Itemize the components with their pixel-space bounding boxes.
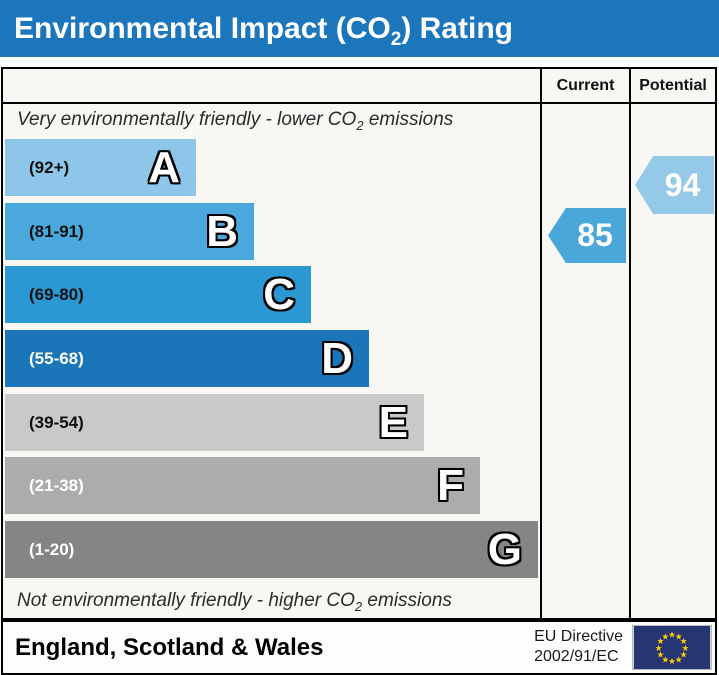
eu-flag-icon: ★ ★ ★ ★ ★ ★ ★ ★ ★ ★ ★ ★ <box>632 625 712 670</box>
current-rating-pointer: 85 <box>548 208 626 263</box>
band-row-d: (55-68) D <box>5 330 369 387</box>
band-f-range: (21-38) <box>29 476 84 495</box>
band-c-range: (69-80) <box>29 285 84 304</box>
band-b-letter: B <box>206 207 238 256</box>
svg-text:★: ★ <box>680 637 688 647</box>
svg-text:★: ★ <box>682 644 690 654</box>
band-b-range: (81-91) <box>29 222 84 241</box>
band-f-letter: F <box>437 461 464 510</box>
scale-note-bottom-suffix: emissions <box>362 590 452 611</box>
region-label: England, Scotland & Wales <box>15 634 324 661</box>
band-e-range: (39-54) <box>29 413 84 432</box>
band-row-a: (92+) A <box>5 139 196 196</box>
title-subscript: 2 <box>390 29 402 50</box>
scale-note-bottom: Not environmentally friendly - higher CO… <box>17 590 452 614</box>
band-row-f: (21-38) F <box>5 457 480 514</box>
title-suffix: ) Rating <box>401 12 513 45</box>
band-row-e: (39-54) E <box>5 394 424 451</box>
band-row-b: (81-91) B <box>5 203 254 260</box>
svg-text:★: ★ <box>657 651 665 661</box>
page-title: Environmental Impact (CO2) Rating <box>0 0 719 57</box>
potential-column-divider <box>629 69 631 618</box>
band-d-range: (55-68) <box>29 349 84 368</box>
potential-column-header: Potential <box>639 77 707 94</box>
band-a-range: (92+) <box>29 158 70 177</box>
rating-chart: Current Potential Very environmentally f… <box>1 67 717 620</box>
svg-text:★: ★ <box>661 632 669 642</box>
potential-rating-pointer: 94 <box>635 156 714 214</box>
scale-note-bottom-text: Not environmentally friendly - higher CO <box>17 590 355 611</box>
svg-text:★: ★ <box>655 644 663 654</box>
svg-text:★: ★ <box>661 655 669 665</box>
band-row-c: (69-80) C <box>5 266 311 323</box>
band-row-g: (1-20) G <box>5 521 538 578</box>
svg-text:★: ★ <box>675 632 683 642</box>
band-g-letter: G <box>487 525 522 574</box>
scale-note-top: Very environmentally friendly - lower CO… <box>17 109 454 133</box>
scale-note-top-suffix: emissions <box>363 109 454 130</box>
footer: England, Scotland & Wales EU Directive 2… <box>1 620 717 675</box>
current-rating-value: 85 <box>577 217 613 253</box>
svg-text:★: ★ <box>680 651 688 661</box>
current-column-divider <box>540 69 542 618</box>
band-c-letter: C <box>263 270 295 319</box>
band-a-letter: A <box>148 143 180 192</box>
band-d-letter: D <box>321 334 353 383</box>
title-text: Environmental Impact (CO <box>14 12 391 45</box>
eu-directive-line1: EU Directive <box>534 628 623 645</box>
scale-note-bottom-subscript: 2 <box>354 598 363 614</box>
svg-text:★: ★ <box>657 637 665 647</box>
current-column-header: Current <box>556 77 615 94</box>
svg-text:★: ★ <box>675 655 683 665</box>
svg-text:★: ★ <box>668 657 676 667</box>
eu-directive-line2: 2002/91/EC <box>534 648 619 665</box>
scale-note-top-subscript: 2 <box>356 117 364 133</box>
band-g-range: (1-20) <box>29 540 75 559</box>
svg-text:★: ★ <box>668 630 676 640</box>
potential-rating-value: 94 <box>664 166 701 203</box>
band-e-letter: E <box>378 398 408 447</box>
header-row-divider <box>3 102 715 104</box>
scale-note-top-text: Very environmentally friendly - lower CO <box>17 109 357 130</box>
eu-directive-label: EU Directive 2002/91/EC <box>534 627 623 667</box>
